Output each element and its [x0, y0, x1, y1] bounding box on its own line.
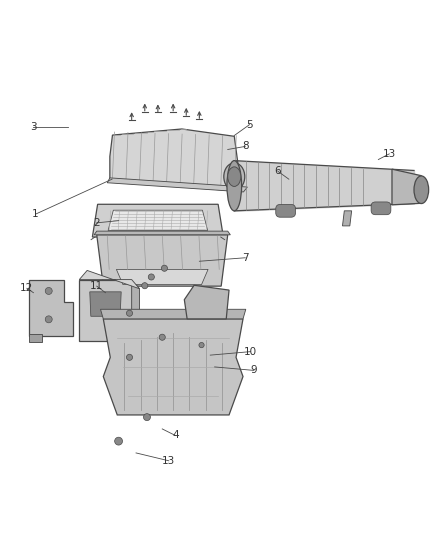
Text: 13: 13 [383, 149, 396, 159]
Text: 7: 7 [242, 253, 248, 263]
Polygon shape [392, 169, 421, 205]
Circle shape [142, 282, 148, 289]
Polygon shape [103, 319, 243, 415]
Text: 9: 9 [251, 366, 257, 375]
Circle shape [127, 354, 133, 360]
Text: 5: 5 [246, 119, 253, 130]
Circle shape [127, 310, 133, 316]
Circle shape [148, 274, 154, 280]
Circle shape [115, 437, 123, 445]
Circle shape [144, 414, 150, 421]
Ellipse shape [228, 167, 241, 187]
Circle shape [45, 287, 52, 294]
Text: 10: 10 [244, 346, 257, 357]
Polygon shape [29, 280, 73, 336]
Circle shape [199, 343, 204, 348]
Circle shape [45, 316, 52, 323]
Polygon shape [100, 309, 246, 319]
Text: 2: 2 [93, 218, 100, 228]
Text: 8: 8 [242, 141, 248, 151]
Polygon shape [107, 178, 247, 192]
Text: 1: 1 [32, 209, 39, 219]
Polygon shape [92, 204, 223, 237]
Polygon shape [117, 269, 208, 285]
Circle shape [161, 265, 167, 271]
Text: 11: 11 [90, 281, 103, 291]
Circle shape [159, 334, 165, 340]
Polygon shape [132, 280, 140, 350]
Polygon shape [79, 270, 140, 289]
Polygon shape [343, 211, 352, 226]
FancyBboxPatch shape [371, 202, 391, 215]
Text: 13: 13 [162, 456, 175, 466]
Polygon shape [184, 285, 229, 319]
Ellipse shape [227, 160, 242, 211]
Polygon shape [94, 231, 230, 235]
Text: 6: 6 [275, 166, 281, 176]
Text: 12: 12 [20, 284, 34, 293]
Polygon shape [97, 235, 228, 286]
Ellipse shape [414, 176, 429, 204]
FancyBboxPatch shape [276, 205, 296, 217]
Ellipse shape [224, 163, 245, 190]
Polygon shape [108, 210, 208, 230]
Text: 3: 3 [30, 122, 37, 132]
Polygon shape [90, 292, 121, 316]
Text: 4: 4 [172, 431, 179, 440]
Polygon shape [29, 334, 42, 342]
Polygon shape [79, 280, 132, 341]
Polygon shape [110, 129, 238, 190]
